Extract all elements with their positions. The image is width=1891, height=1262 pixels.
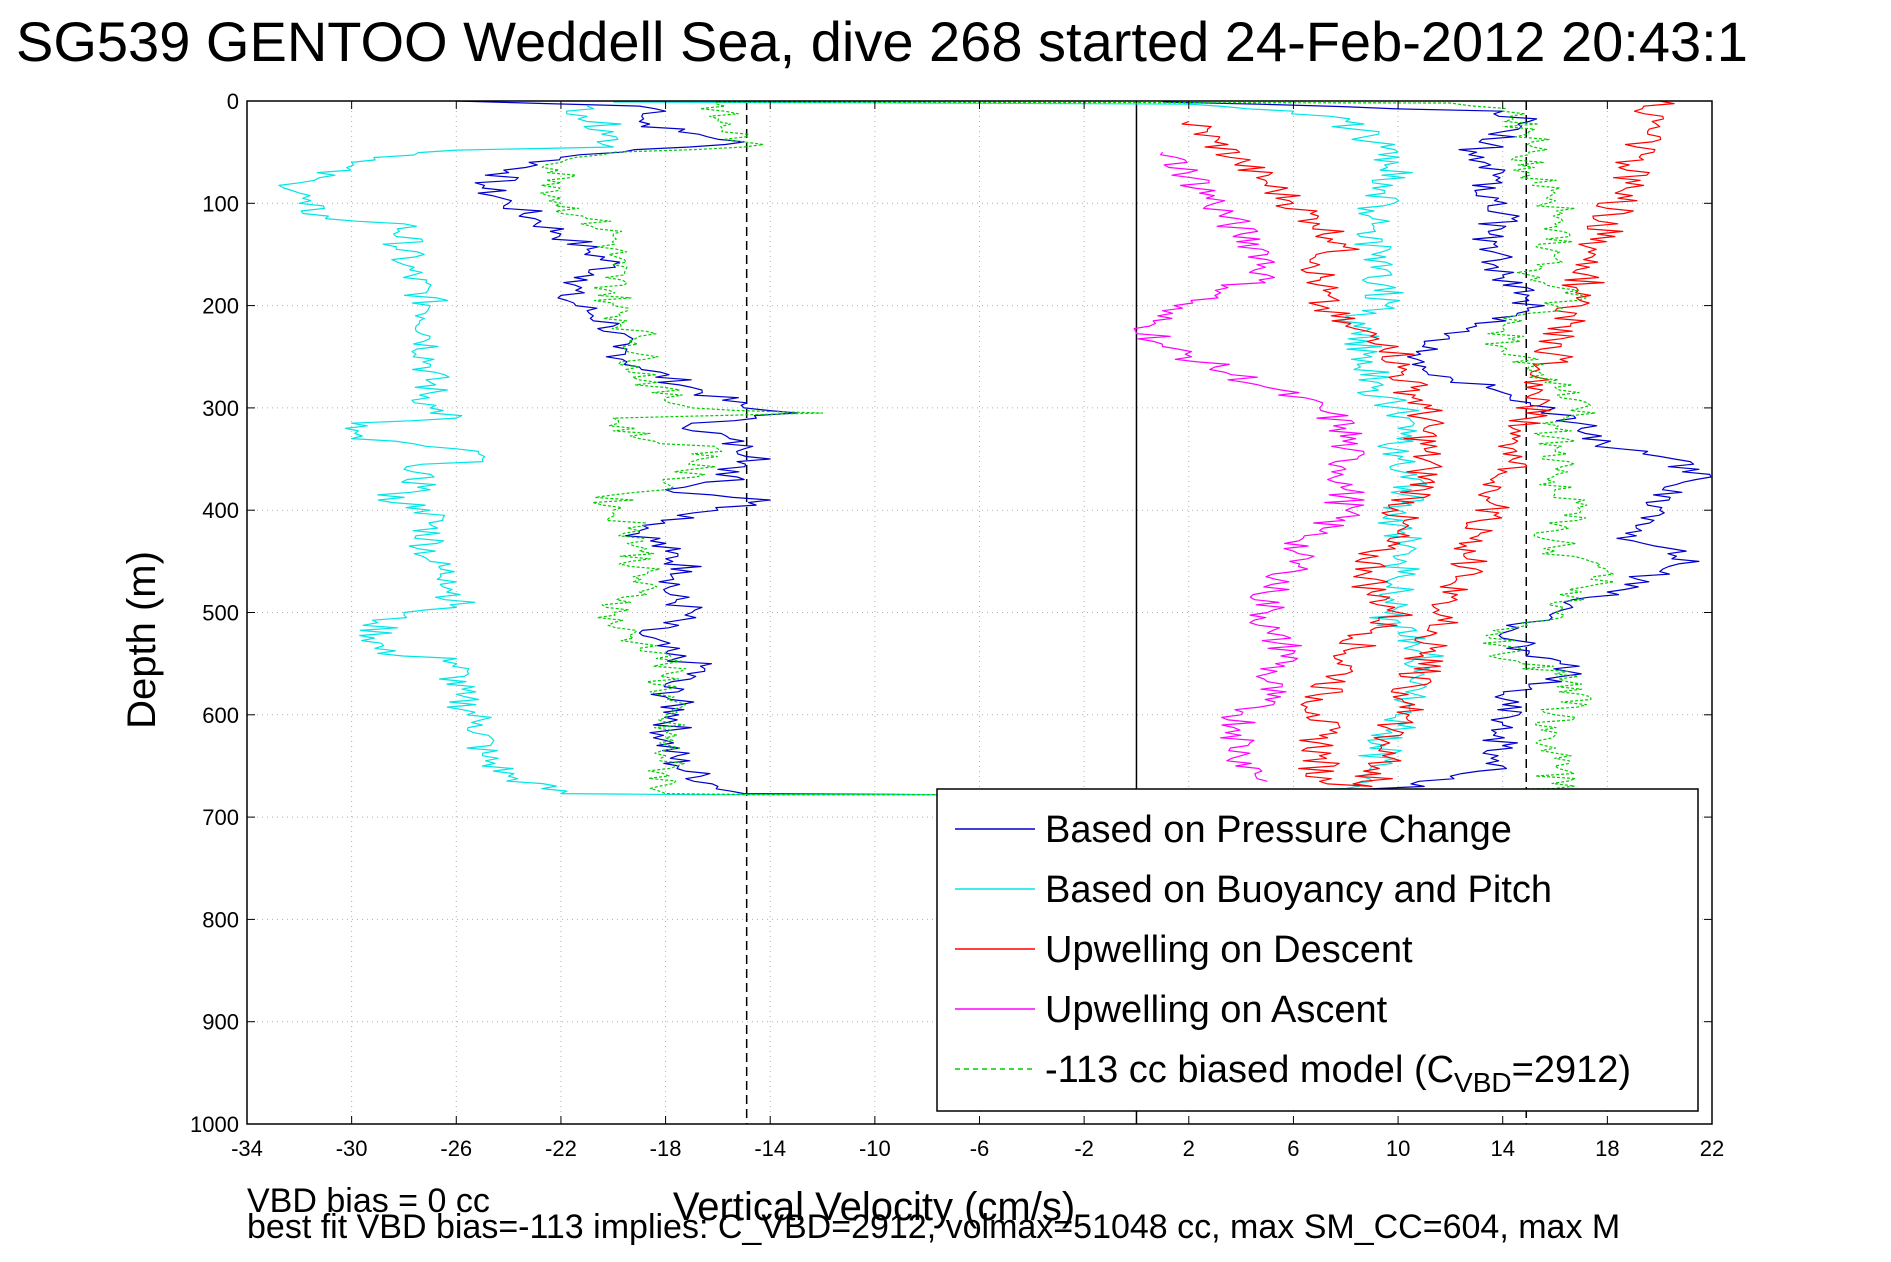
x-tick-label: -2	[1074, 1136, 1094, 1161]
y-tick-label: 800	[202, 907, 239, 932]
x-tick-label: 18	[1595, 1136, 1619, 1161]
x-tick-label: 22	[1700, 1136, 1724, 1161]
y-tick-label: 400	[202, 498, 239, 523]
legend-label: -113 cc biased model (CVBD=2912)	[1045, 1049, 1631, 1098]
legend-label-text: Upwelling on Ascent	[1045, 989, 1388, 1031]
x-tick-label: -6	[970, 1136, 990, 1161]
y-tick-label: 900	[202, 1010, 239, 1035]
y-tick-label: 500	[202, 601, 239, 626]
x-tick-label: -22	[545, 1136, 577, 1161]
x-tick-label: 2	[1183, 1136, 1195, 1161]
chart-title: SG539 GENTOO Weddell Sea, dive 268 start…	[16, 10, 1748, 73]
x-tick-label: -34	[231, 1136, 263, 1161]
legend-label-text: Upwelling on Descent	[1045, 929, 1413, 971]
legend-label-text: -113 cc biased model (C	[1045, 1049, 1454, 1091]
series-line-2	[1181, 100, 1675, 787]
y-tick-label: 0	[227, 89, 239, 114]
y-tick-label: 300	[202, 396, 239, 421]
footer-line-1: VBD bias = 0 cc	[247, 1182, 490, 1220]
x-tick-label: -26	[440, 1136, 472, 1161]
legend-label: Upwelling on Descent	[1045, 929, 1413, 971]
legend-label: Based on Buoyancy and Pitch	[1045, 869, 1552, 911]
x-tick-label: -30	[336, 1136, 368, 1161]
legend-label: Based on Pressure Change	[1045, 809, 1512, 851]
x-tick-label: -10	[859, 1136, 891, 1161]
legend-label: Upwelling on Ascent	[1045, 989, 1388, 1031]
legend-label-suffix: =2912)	[1512, 1049, 1631, 1091]
footer-line-2: best fit VBD bias=-113 implies: C_VBD=29…	[247, 1208, 1621, 1246]
legend: Based on Pressure Change Based on Buoyanc…	[936, 788, 1699, 1112]
y-tick-label: 200	[202, 294, 239, 319]
axes	[246, 100, 1713, 1125]
legend-label-text: Based on Pressure Change	[1045, 809, 1512, 851]
y-tick-label: 100	[202, 191, 239, 216]
y-tick-label: 700	[202, 805, 239, 830]
series-line-3	[1133, 151, 1365, 782]
y-axis-label: Depth (m)	[120, 551, 164, 729]
x-tick-label: 6	[1287, 1136, 1299, 1161]
tick-labels: -34 -30 -26 -22 -18 -14 -10 -6 -2 2 6 10 14 18 2201002…	[190, 89, 1724, 1161]
legend-label-text: Based on Buoyancy and Pitch	[1045, 869, 1552, 911]
axes-frame	[246, 100, 1713, 1125]
legend-label-subscript: VBD	[1454, 1067, 1512, 1098]
x-tick-label: -14	[754, 1136, 786, 1161]
legend-box	[936, 788, 1699, 1112]
y-tick-label: 600	[202, 703, 239, 728]
series-line-4	[540, 100, 1615, 796]
x-tick-label: -18	[650, 1136, 682, 1161]
x-axis-label: Vertical Velocity (cm/s)	[673, 1185, 1075, 1229]
x-tick-label: 10	[1386, 1136, 1410, 1161]
x-tick-label: 14	[1490, 1136, 1514, 1161]
y-tick-label: 1000	[190, 1112, 239, 1137]
